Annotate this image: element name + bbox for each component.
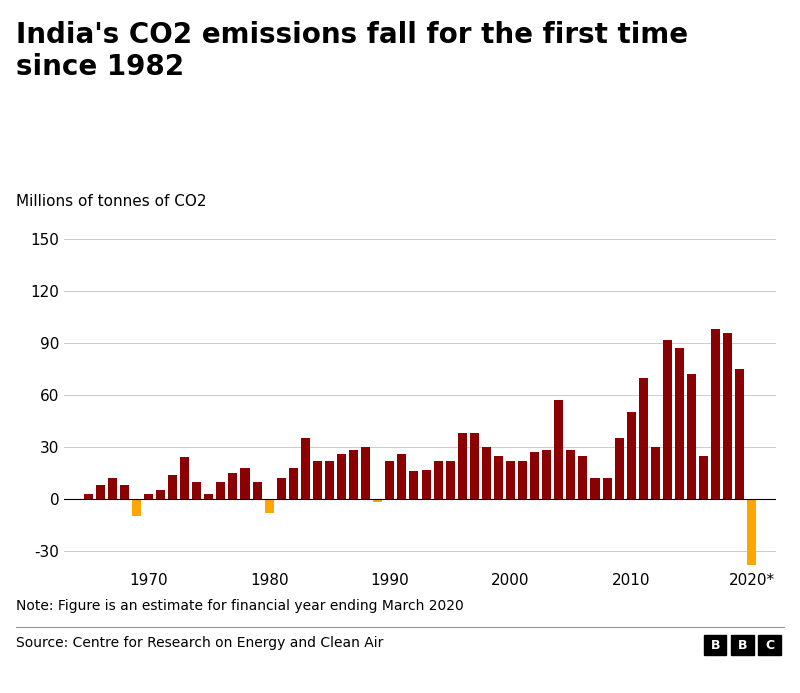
Bar: [144, 493, 153, 499]
Text: Source: Centre for Research on Energy and Clean Air: Source: Centre for Research on Energy an…: [16, 636, 383, 650]
Bar: [458, 433, 466, 499]
Bar: [434, 461, 442, 499]
Bar: [446, 461, 454, 499]
Bar: [723, 333, 732, 499]
Bar: [578, 456, 587, 499]
Bar: [530, 452, 539, 499]
Bar: [301, 439, 310, 499]
Bar: [747, 499, 756, 565]
Bar: [410, 471, 418, 499]
Bar: [313, 461, 322, 499]
Bar: [422, 470, 430, 499]
Bar: [289, 468, 298, 499]
Bar: [168, 475, 177, 499]
Text: Millions of tonnes of CO2: Millions of tonnes of CO2: [16, 194, 206, 209]
Text: B: B: [710, 639, 720, 651]
Bar: [542, 450, 551, 499]
Bar: [325, 461, 334, 499]
Bar: [506, 461, 515, 499]
Bar: [361, 447, 370, 499]
Bar: [494, 456, 503, 499]
Bar: [216, 482, 226, 499]
Bar: [590, 478, 599, 499]
Bar: [204, 493, 214, 499]
Bar: [192, 482, 202, 499]
Text: C: C: [765, 639, 774, 651]
Bar: [398, 454, 406, 499]
Bar: [614, 439, 624, 499]
Bar: [386, 461, 394, 499]
Bar: [277, 478, 286, 499]
Bar: [554, 400, 563, 499]
Bar: [120, 485, 129, 499]
Bar: [84, 493, 93, 499]
Bar: [675, 348, 684, 499]
Bar: [96, 485, 105, 499]
Bar: [650, 447, 660, 499]
Bar: [349, 450, 358, 499]
Bar: [638, 378, 648, 499]
Bar: [699, 456, 708, 499]
Bar: [265, 499, 274, 513]
Bar: [253, 482, 262, 499]
Bar: [566, 450, 575, 499]
Bar: [735, 369, 744, 499]
Bar: [180, 457, 190, 499]
Bar: [602, 478, 611, 499]
Bar: [687, 374, 696, 499]
Bar: [156, 491, 165, 499]
Text: B: B: [738, 639, 747, 651]
Bar: [132, 499, 141, 516]
Bar: [337, 454, 346, 499]
Bar: [241, 468, 250, 499]
Bar: [711, 329, 720, 499]
Text: India's CO2 emissions fall for the first time
since 1982: India's CO2 emissions fall for the first…: [16, 21, 688, 81]
Bar: [626, 412, 636, 499]
Bar: [108, 478, 117, 499]
Bar: [663, 340, 672, 499]
Bar: [470, 433, 479, 499]
Bar: [229, 473, 238, 499]
Bar: [374, 499, 382, 502]
Bar: [518, 461, 527, 499]
Bar: [482, 447, 491, 499]
Text: Note: Figure is an estimate for financial year ending March 2020: Note: Figure is an estimate for financia…: [16, 599, 464, 613]
